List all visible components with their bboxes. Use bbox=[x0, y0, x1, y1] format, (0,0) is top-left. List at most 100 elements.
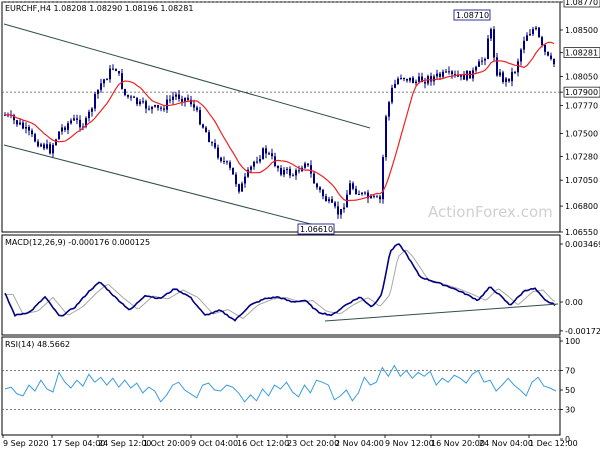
candle-body bbox=[61, 127, 63, 132]
candle-body bbox=[373, 195, 375, 197]
price-pane-frame bbox=[1, 1, 561, 233]
candle-body bbox=[247, 169, 249, 177]
candle-body bbox=[424, 81, 426, 84]
candle-body bbox=[91, 108, 93, 112]
candle-body bbox=[244, 176, 246, 184]
price-axis-label: 1.08281 bbox=[565, 49, 598, 58]
channel-upper-trendline bbox=[3, 23, 371, 129]
macd-trendline bbox=[324, 303, 559, 322]
price-axis-label: 1.08050 bbox=[565, 73, 598, 82]
candle-body bbox=[175, 94, 177, 97]
macd-axis-label: -0.001729 bbox=[565, 327, 600, 336]
candle-body bbox=[139, 101, 141, 105]
candle-body bbox=[49, 144, 51, 154]
candle-body bbox=[151, 106, 153, 110]
rsi-axis-label: 70 bbox=[565, 366, 575, 375]
candle-body bbox=[133, 96, 135, 98]
candle-body bbox=[355, 188, 357, 195]
candle-body bbox=[508, 78, 510, 82]
candle-body bbox=[397, 78, 399, 84]
candle-body bbox=[283, 169, 285, 175]
candle-body bbox=[493, 29, 495, 58]
watermark: ActionForex.com bbox=[428, 203, 553, 221]
candle-body bbox=[166, 99, 168, 110]
candle-body bbox=[418, 76, 420, 82]
candle-body bbox=[442, 71, 444, 77]
candle-body bbox=[67, 123, 69, 130]
time-axis-label: 23 Oct 20:00 bbox=[287, 439, 339, 448]
candle-body bbox=[52, 144, 54, 154]
candle-body bbox=[112, 68, 114, 70]
candle-body bbox=[445, 71, 447, 73]
candle-body bbox=[31, 130, 33, 135]
candle-body bbox=[277, 165, 279, 169]
candle-body bbox=[466, 70, 468, 80]
candle-body bbox=[178, 94, 180, 99]
candle-body bbox=[208, 132, 210, 143]
candle-body bbox=[517, 61, 519, 73]
candle-body bbox=[502, 72, 504, 82]
price-annotation-box bbox=[453, 9, 491, 21]
candle-body bbox=[454, 74, 456, 76]
candle-body bbox=[421, 76, 423, 82]
candle-body bbox=[481, 60, 483, 62]
candle-body bbox=[385, 116, 387, 158]
candle-body bbox=[448, 71, 450, 73]
time-axis-label: 9 Oct 04:00 bbox=[191, 439, 238, 448]
candle-body bbox=[106, 79, 108, 81]
candle-body bbox=[520, 49, 522, 62]
candle-body bbox=[55, 139, 57, 145]
candle-body bbox=[304, 163, 306, 168]
rsi-pane: 100 70 50 30 0 RSI(14) 48.5662 bbox=[1, 336, 580, 444]
candle-body bbox=[349, 183, 351, 195]
candle-body bbox=[265, 148, 267, 154]
candle-body bbox=[289, 168, 291, 176]
candle-body bbox=[370, 195, 372, 199]
candle-body bbox=[547, 51, 549, 56]
candle-body bbox=[379, 196, 381, 200]
candle-body bbox=[109, 68, 111, 80]
candle-body bbox=[256, 161, 258, 163]
candle-body bbox=[103, 79, 105, 84]
candle-body bbox=[142, 101, 144, 103]
candle-body bbox=[430, 76, 432, 82]
candle-body bbox=[487, 38, 489, 60]
candle-body bbox=[433, 76, 435, 82]
rsi-pane-title: RSI(14) 48.5662 bbox=[5, 340, 70, 349]
candle-body bbox=[40, 144, 42, 147]
candle-body bbox=[328, 199, 330, 202]
candle-body bbox=[316, 183, 318, 188]
candle-body bbox=[37, 141, 39, 147]
candle-body bbox=[352, 183, 354, 189]
candle-body bbox=[325, 196, 327, 202]
candle-body bbox=[478, 61, 480, 67]
candle-body bbox=[475, 66, 477, 71]
candle-body bbox=[211, 142, 213, 144]
moving-average-line bbox=[4, 41, 555, 202]
candle-body bbox=[496, 57, 498, 76]
candle-body bbox=[511, 71, 513, 82]
candle-body bbox=[160, 107, 162, 109]
candle-body bbox=[463, 74, 465, 80]
candle-body bbox=[523, 40, 525, 50]
price-axis-label: 1.08500 bbox=[565, 26, 598, 35]
price-axis-label: 1.07500 bbox=[565, 130, 598, 139]
candle-body bbox=[529, 34, 531, 36]
channel-lower-trendline bbox=[3, 144, 331, 230]
price-annotation-label: 1.06610 bbox=[300, 225, 333, 234]
candle-body bbox=[382, 157, 384, 200]
candle-body bbox=[403, 78, 405, 79]
candle-body bbox=[97, 89, 99, 94]
candle-body bbox=[154, 105, 156, 107]
rsi-axis-label: 0 bbox=[565, 435, 570, 444]
candle-body bbox=[526, 35, 528, 41]
candle-body bbox=[250, 166, 252, 170]
candle-body bbox=[436, 73, 438, 77]
candle-body bbox=[124, 89, 126, 95]
price-axis-highlight-box bbox=[563, 86, 600, 98]
candle-body bbox=[130, 96, 132, 98]
candle-body bbox=[4, 114, 6, 116]
candle-body bbox=[313, 173, 315, 184]
